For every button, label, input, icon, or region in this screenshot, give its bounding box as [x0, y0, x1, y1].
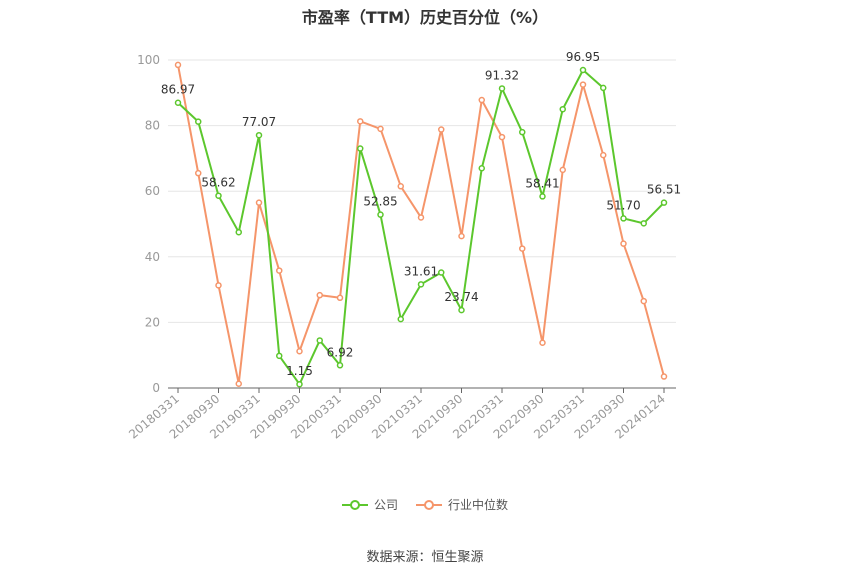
data-labels: 86.97 58.62 77.07 1.15 6.92 52.85 31.61 23.74 91…	[161, 50, 681, 378]
series-1-point	[215, 282, 222, 289]
series-1-point	[316, 291, 323, 299]
series-line-1	[177, 64, 665, 385]
data-label: 6.92	[327, 345, 354, 359]
data-label: 91.32	[485, 68, 519, 82]
legend: 公司 行业中位数	[0, 496, 850, 513]
series-1-point	[539, 339, 546, 346]
legend-industry-label: 行业中位数	[448, 498, 509, 512]
series-1-point	[640, 297, 647, 305]
series-0-point	[255, 131, 263, 139]
series-1-point	[660, 373, 668, 380]
series-0-point	[296, 380, 303, 388]
series-1-point	[458, 232, 465, 240]
series-0-point	[539, 193, 546, 200]
data-label: 58.62	[201, 176, 235, 190]
legend-company-marker-icon	[341, 499, 368, 510]
series-1-point	[336, 294, 344, 302]
data-label: 56.51	[647, 183, 681, 197]
data-label: 31.61	[404, 264, 438, 278]
y-tick-label: 20	[145, 315, 160, 329]
series-1-point	[377, 125, 384, 133]
series-0-point	[458, 306, 465, 314]
series-0-point	[579, 66, 587, 74]
y-tick-label: 60	[145, 184, 160, 198]
series-0-point	[276, 352, 283, 360]
series-0-point	[600, 84, 607, 92]
series-0-point	[620, 215, 627, 222]
series-1-point	[478, 96, 485, 104]
series-1-point	[417, 214, 425, 221]
series-1-point	[357, 118, 364, 125]
series-1-point	[235, 380, 242, 387]
grid-lines	[168, 59, 676, 323]
data-label: 58.41	[525, 176, 559, 190]
series-0-point	[519, 128, 526, 136]
data-label: 77.07	[242, 115, 276, 129]
series-1-point	[498, 133, 506, 141]
series-1-point	[559, 166, 566, 174]
data-label: 86.97	[161, 83, 195, 97]
data-label: 1.15	[286, 364, 313, 378]
data-label: 96.95	[566, 50, 600, 64]
series-1-point	[296, 348, 303, 355]
series-0-point	[316, 337, 323, 344]
series-0-point	[498, 85, 506, 92]
series-0-point	[417, 281, 425, 288]
chart-title: 市盈率（TTM）历史百分位（%）	[301, 8, 549, 27]
y-tick-label: 0	[152, 381, 160, 395]
series-0-point	[397, 315, 404, 323]
data-label: 51.70	[606, 198, 640, 212]
series-lines	[174, 61, 668, 388]
series-0-point	[357, 145, 364, 152]
series-0-point	[195, 118, 202, 125]
series-1-point	[397, 183, 404, 190]
legend-company-label: 公司	[373, 498, 398, 512]
series-1-point	[438, 126, 445, 133]
series-1-point	[174, 61, 182, 69]
series-0-point	[660, 199, 668, 206]
series-1-point	[519, 245, 526, 252]
series-0-point	[174, 99, 182, 106]
series-1-point	[255, 199, 263, 206]
series-0-point	[235, 228, 242, 236]
series-1-point	[579, 81, 587, 88]
data-source-note: 数据来源：恒生聚源	[366, 550, 484, 565]
y-tick-label: 80	[145, 119, 160, 133]
data-label: 23.74	[444, 290, 478, 304]
data-label: 52.85	[363, 195, 397, 209]
series-0-point	[478, 164, 485, 172]
series-0-point	[640, 220, 647, 227]
series-0-point	[336, 362, 344, 369]
series-1-point	[620, 240, 627, 247]
y-tick-label: 40	[145, 250, 160, 264]
series-1-point	[195, 169, 202, 177]
series-0-point	[559, 105, 566, 113]
series-0-point	[377, 211, 384, 218]
series-0-point	[438, 269, 445, 276]
legend-item-industry[interactable]: 行业中位数	[416, 496, 508, 513]
series-0-point	[215, 192, 222, 199]
legend-item-company[interactable]: 公司	[341, 496, 398, 513]
series-1-point	[600, 151, 607, 159]
y-tick-label: 100	[137, 53, 160, 67]
axes: 0204060801002018033120180930201903312019…	[126, 53, 676, 442]
series-1-point	[276, 267, 283, 274]
legend-industry-marker-icon	[416, 499, 442, 510]
